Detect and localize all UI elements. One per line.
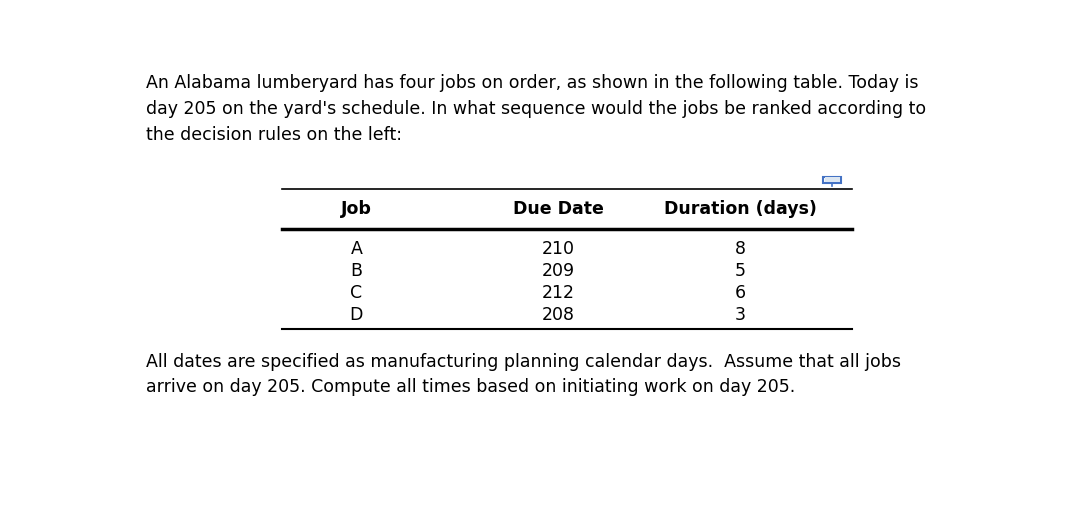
Text: 209: 209 bbox=[543, 262, 576, 280]
Text: 8: 8 bbox=[734, 240, 746, 257]
Text: An Alabama lumberyard has four jobs on order, as shown in the following table. T: An Alabama lumberyard has four jobs on o… bbox=[146, 74, 925, 144]
Text: Job: Job bbox=[341, 200, 372, 217]
Text: 5: 5 bbox=[734, 262, 746, 280]
Bar bbox=[823, 176, 841, 183]
Text: B: B bbox=[351, 262, 362, 280]
Text: C: C bbox=[351, 283, 362, 302]
Text: 3: 3 bbox=[734, 306, 746, 323]
Bar bbox=[825, 177, 840, 181]
Text: Duration (days): Duration (days) bbox=[664, 200, 817, 217]
Text: 6: 6 bbox=[734, 283, 746, 302]
Text: 208: 208 bbox=[543, 306, 576, 323]
Text: 210: 210 bbox=[543, 240, 576, 257]
Text: All dates are specified as manufacturing planning calendar days.  Assume that al: All dates are specified as manufacturing… bbox=[146, 353, 901, 396]
Text: Due Date: Due Date bbox=[514, 200, 604, 217]
Text: 212: 212 bbox=[543, 283, 576, 302]
Text: D: D bbox=[350, 306, 364, 323]
Text: A: A bbox=[351, 240, 362, 257]
